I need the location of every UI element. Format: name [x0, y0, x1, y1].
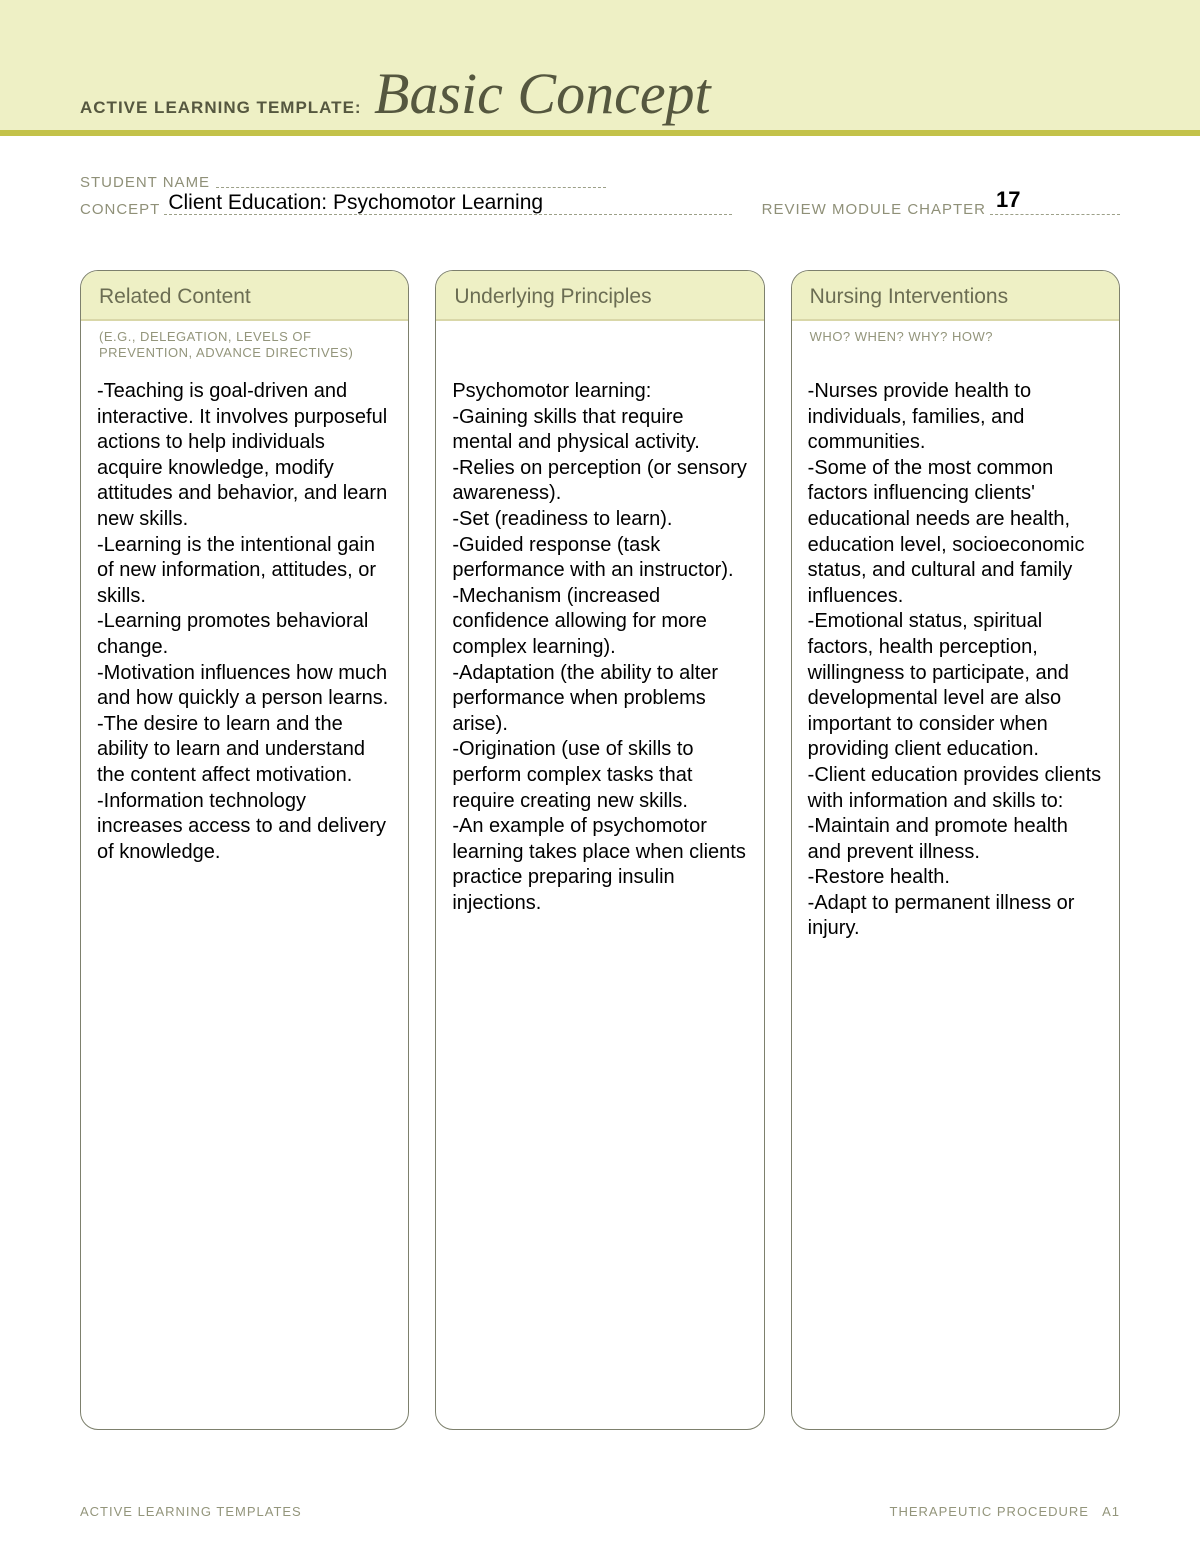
footer-right: THERAPEUTIC PROCEDURE A1	[890, 1504, 1120, 1519]
student-input-line[interactable]	[216, 187, 606, 188]
concept-input-line[interactable]: Client Education: Psychomotor Learning	[164, 197, 731, 215]
header-banner: ACTIVE LEARNING TEMPLATE: Basic Concept	[0, 0, 1200, 130]
student-label: STUDENT NAME	[80, 174, 210, 191]
card-title: Nursing Interventions	[810, 285, 1101, 309]
card-title: Underlying Principles	[454, 285, 745, 309]
columns: Related Content (E.G., DELEGATION, LEVEL…	[0, 218, 1200, 1430]
card-subtitle: WHO? WHEN? WHY? HOW?	[792, 321, 1119, 373]
page: ACTIVE LEARNING TEMPLATE: Basic Concept …	[0, 0, 1200, 1553]
footer-right-label: THERAPEUTIC PROCEDURE	[890, 1504, 1089, 1519]
concept-label: CONCEPT	[80, 201, 160, 218]
card-body: -Nurses provide health to individuals, f…	[792, 373, 1119, 958]
card-related-content: Related Content (E.G., DELEGATION, LEVEL…	[80, 270, 409, 1430]
chapter-label: REVIEW MODULE CHAPTER	[762, 201, 986, 218]
header-prefix: ACTIVE LEARNING TEMPLATE:	[80, 98, 362, 118]
card-nursing-interventions: Nursing Interventions WHO? WHEN? WHY? HO…	[791, 270, 1120, 1430]
card-subtitle: (E.G., DELEGATION, LEVELS OF PREVENTION,…	[81, 321, 408, 373]
card-body: -Teaching is goal-driven and interactive…	[81, 373, 408, 881]
card-underlying-principles: Underlying Principles Psychomotor learni…	[435, 270, 764, 1430]
student-row: STUDENT NAME	[80, 174, 1120, 191]
chapter-value: 17	[996, 187, 1020, 213]
card-title: Related Content	[99, 285, 390, 309]
footer-left: ACTIVE LEARNING TEMPLATES	[80, 1504, 302, 1519]
concept-value: Client Education: Psychomotor Learning	[168, 191, 543, 215]
card-head: Underlying Principles	[436, 271, 763, 321]
footer: ACTIVE LEARNING TEMPLATES THERAPEUTIC PR…	[80, 1504, 1120, 1519]
card-head: Related Content	[81, 271, 408, 321]
meta-section: STUDENT NAME CONCEPT Client Education: P…	[0, 136, 1200, 218]
concept-row: CONCEPT Client Education: Psychomotor Le…	[80, 197, 1120, 218]
chapter-input-line[interactable]: 17	[990, 197, 1120, 215]
card-head: Nursing Interventions	[792, 271, 1119, 321]
card-subtitle	[436, 321, 763, 373]
footer-page-number: A1	[1102, 1504, 1120, 1519]
card-body: Psychomotor learning: -Gaining skills th…	[436, 373, 763, 932]
header-title: Basic Concept	[374, 60, 711, 127]
